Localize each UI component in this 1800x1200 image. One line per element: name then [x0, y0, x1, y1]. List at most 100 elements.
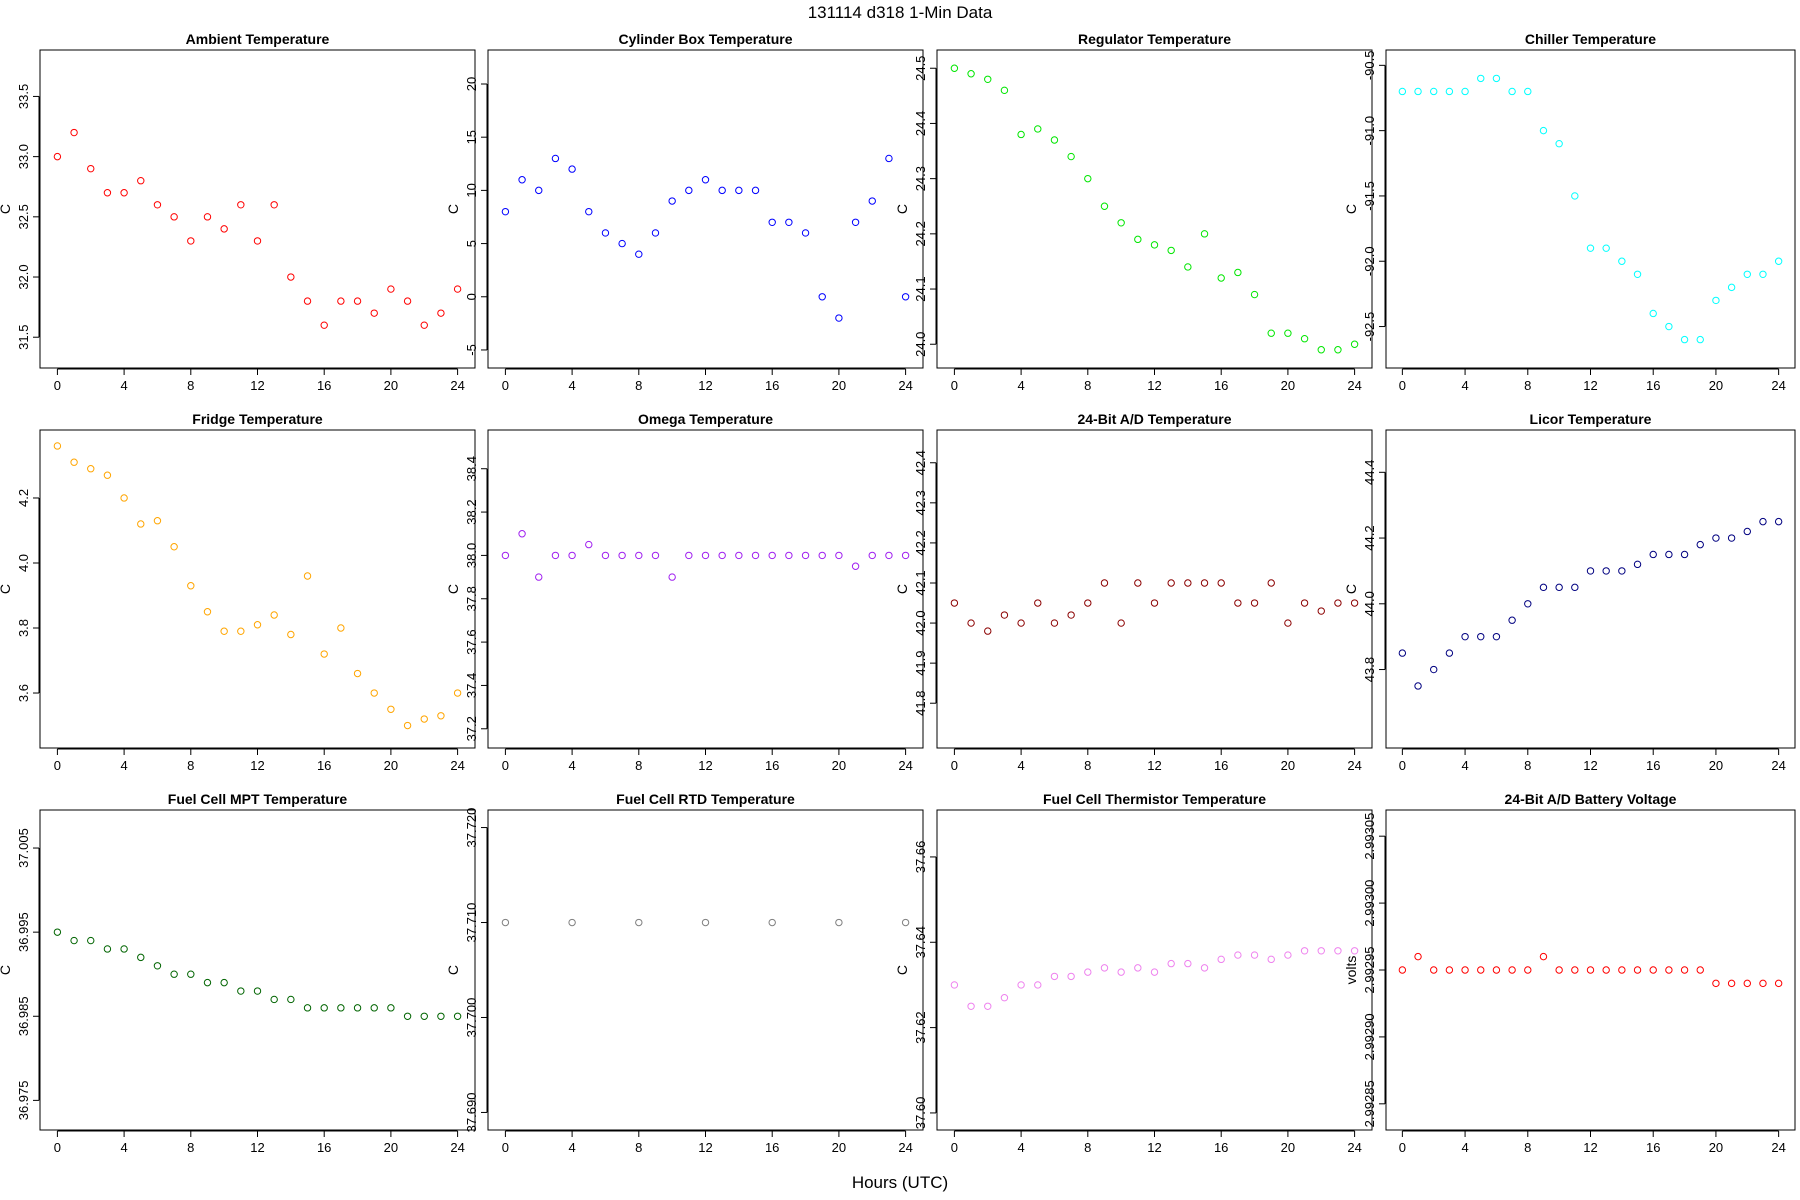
y-tick-label: 24.3 — [913, 166, 928, 191]
x-tick-label: 4 — [120, 758, 127, 773]
data-point — [1050, 136, 1059, 144]
y-tick-label: 42.0 — [913, 610, 928, 635]
data-point — [70, 128, 78, 137]
data-point — [53, 152, 62, 161]
data-point — [950, 981, 959, 989]
panel-4: Fridge Temperature 0 4 8 12 16 20 24 3.6 3.8 4.0 4.… — [0, 411, 476, 773]
data-point — [103, 189, 112, 197]
x-axis: 0 4 8 12 16 20 24 — [502, 1130, 913, 1155]
data-point — [437, 309, 445, 317]
x-tick-label: 24 — [1347, 1140, 1361, 1155]
data-point — [1524, 600, 1532, 608]
data-point — [337, 1004, 345, 1012]
plot-frame — [936, 49, 1373, 369]
panel-0: Ambient Temperature 0 4 8 12 16 20 24 31.5 32.0 32… — [0, 31, 476, 393]
data-point — [885, 551, 893, 560]
data-point — [220, 627, 228, 635]
y-axis: 43.8 44.0 44.2 44.4 — [1362, 460, 1386, 682]
data-point — [568, 165, 576, 173]
x-tick-label: 8 — [187, 758, 194, 773]
x-tick-label: 20 — [1281, 758, 1295, 773]
plot-frame — [487, 429, 924, 749]
y-axis-label: C — [894, 584, 910, 594]
data-point — [1317, 346, 1325, 354]
y-axis-label: C — [1343, 204, 1359, 214]
y-tick-label: 2.99290 — [1362, 1013, 1377, 1060]
y-tick-label: 15 — [464, 130, 479, 144]
plot-frame — [39, 49, 476, 369]
data-point — [87, 936, 95, 945]
data-point — [1150, 241, 1159, 249]
data-point — [370, 1004, 378, 1012]
y-tick-label: 20 — [464, 77, 479, 91]
x-tick-label: 24 — [898, 1140, 912, 1155]
panel-7: Licor Temperature 0 4 8 12 16 20 24 43.8 44.0 44.2… — [1343, 411, 1796, 773]
data-point — [1000, 86, 1009, 95]
data-point — [203, 608, 212, 616]
data-point — [237, 987, 245, 995]
data-point — [1445, 966, 1454, 974]
data-point — [1234, 268, 1242, 277]
data-point — [1539, 952, 1548, 961]
data-point — [1586, 244, 1595, 252]
panel-title: Fridge Temperature — [192, 411, 323, 427]
panel-5: Omega Temperature 0 4 8 12 16 20 24 37.2 37.4 37.6… — [445, 411, 924, 773]
data-point — [818, 293, 826, 301]
data-point — [1350, 340, 1359, 348]
data-point — [1586, 567, 1595, 575]
y-axis-label: C — [445, 584, 461, 594]
x-axis: 0 4 8 12 16 20 24 — [1399, 368, 1786, 393]
x-tick-label: 24 — [898, 378, 912, 393]
y-axis: 37.2 37.4 37.6 37.8 38.0 38.2 38.4 — [464, 456, 488, 741]
x-tick-label: 16 — [1214, 1140, 1228, 1155]
x-tick-label: 16 — [1646, 378, 1660, 393]
data-point — [1217, 274, 1225, 282]
x-tick-label: 16 — [1646, 758, 1660, 773]
data-point — [1414, 952, 1422, 961]
x-tick-label: 24 — [1347, 758, 1361, 773]
y-tick-label: 37.4 — [464, 673, 479, 698]
x-tick-label: 0 — [502, 378, 509, 393]
plot-frame — [936, 809, 1373, 1131]
data-point — [1430, 665, 1438, 674]
x-tick-label: 16 — [1646, 1140, 1660, 1155]
data-point — [1680, 550, 1689, 559]
data-point — [387, 285, 395, 293]
data-point — [1618, 966, 1626, 974]
y-tick-label: 0 — [464, 293, 479, 300]
data-point — [1539, 583, 1548, 592]
data-point — [120, 945, 128, 953]
x-tick-label: 24 — [450, 758, 464, 773]
y-tick-label: 37.8 — [464, 586, 479, 611]
data-series — [1398, 74, 1783, 344]
x-tick-label: 16 — [765, 378, 779, 393]
y-axis-label: C — [1343, 584, 1359, 594]
x-tick-label: 12 — [698, 378, 712, 393]
x-tick-label: 4 — [568, 758, 575, 773]
x-tick-label: 24 — [1771, 758, 1785, 773]
data-point — [1477, 632, 1485, 641]
data-point — [1665, 966, 1673, 974]
data-point — [735, 551, 743, 560]
data-point — [651, 229, 660, 237]
data-point — [1050, 619, 1059, 627]
y-tick-label: -91.5 — [1362, 181, 1377, 211]
x-tick-label: 8 — [635, 1140, 642, 1155]
data-point — [685, 186, 693, 195]
data-point — [1743, 979, 1751, 988]
y-tick-label: 32.5 — [16, 204, 31, 229]
x-tick-label: 8 — [1084, 758, 1091, 773]
data-point — [1217, 955, 1225, 964]
y-tick-label: 24.4 — [913, 111, 928, 136]
data-point — [1665, 550, 1673, 559]
panel-10: Fuel Cell Thermistor Temperature 0 4 8 12 16 2… — [894, 791, 1373, 1155]
plot-frame — [39, 429, 476, 749]
x-tick-label: 20 — [832, 378, 846, 393]
y-tick-label: 2.99285 — [1362, 1080, 1377, 1127]
x-axis: 0 4 8 12 16 20 24 — [951, 1130, 1362, 1155]
x-tick-label: 4 — [120, 378, 127, 393]
data-point — [1284, 619, 1292, 627]
y-tick-label: 38.4 — [464, 456, 479, 481]
y-tick-label: 42.1 — [913, 570, 928, 595]
